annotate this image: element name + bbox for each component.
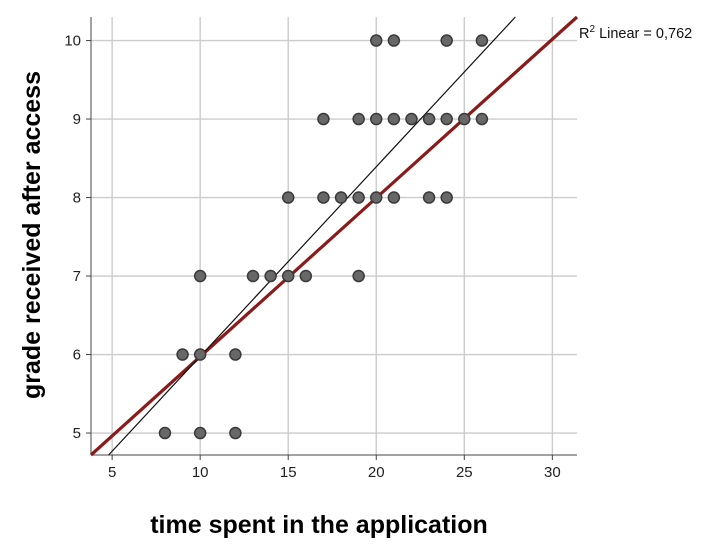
data-point bbox=[281, 191, 295, 204]
data-point bbox=[475, 34, 489, 47]
y-axis-title: grade received after access bbox=[18, 71, 46, 399]
data-point bbox=[193, 426, 207, 440]
x-tick-label-20: 20 bbox=[368, 464, 385, 481]
data-point bbox=[387, 112, 401, 126]
data-points bbox=[158, 34, 489, 440]
data-point bbox=[370, 34, 383, 47]
data-point bbox=[352, 191, 365, 204]
data-point bbox=[352, 269, 365, 283]
data-point bbox=[370, 191, 383, 204]
x-tick-label-15: 15 bbox=[280, 464, 297, 481]
r-squared-prefix: R bbox=[579, 26, 589, 42]
data-point bbox=[317, 112, 330, 126]
tick-labels: 5 10 15 20 25 30 5 6 7 8 9 10 bbox=[64, 33, 560, 481]
y-tick-label-6: 6 bbox=[73, 347, 81, 364]
reference-line bbox=[108, 16, 516, 456]
data-point bbox=[246, 269, 260, 283]
x-axis-title: time spent in the application bbox=[150, 511, 488, 539]
grid bbox=[91, 17, 577, 455]
y-tick-label-10: 10 bbox=[64, 33, 81, 50]
fit-lines bbox=[89, 15, 579, 457]
x-tick-label-25: 25 bbox=[456, 464, 473, 481]
data-point bbox=[193, 348, 207, 361]
x-tick-label-10: 10 bbox=[192, 464, 209, 481]
r-squared-superscript: 2 bbox=[589, 24, 595, 35]
y-tick-label-9: 9 bbox=[73, 111, 81, 128]
data-point bbox=[158, 426, 172, 440]
data-point bbox=[387, 191, 401, 204]
data-point bbox=[176, 348, 189, 361]
y-tick-label-8: 8 bbox=[73, 190, 81, 207]
data-point bbox=[440, 112, 453, 126]
data-point bbox=[387, 34, 401, 47]
data-point bbox=[422, 191, 436, 204]
data-point bbox=[299, 269, 313, 283]
data-point bbox=[352, 112, 365, 126]
data-point bbox=[317, 191, 330, 204]
data-point bbox=[229, 426, 242, 440]
data-point bbox=[422, 112, 436, 126]
r-squared-annotation: R2 Linear = 0,762 bbox=[579, 24, 692, 42]
data-point bbox=[281, 269, 295, 283]
data-point bbox=[458, 112, 471, 126]
axes bbox=[86, 17, 577, 460]
data-point bbox=[475, 112, 489, 126]
data-point bbox=[370, 112, 383, 126]
data-point bbox=[440, 191, 453, 204]
r-squared-suffix: Linear = 0,762 bbox=[595, 26, 692, 42]
y-tick-label-7: 7 bbox=[73, 268, 81, 285]
x-tick-label-30: 30 bbox=[544, 464, 561, 481]
y-tick-label-5: 5 bbox=[73, 425, 81, 442]
data-point bbox=[193, 269, 207, 283]
data-point bbox=[440, 34, 453, 47]
data-point bbox=[334, 191, 348, 204]
data-point bbox=[405, 112, 418, 126]
data-point bbox=[229, 348, 242, 361]
data-point bbox=[264, 269, 277, 283]
linear-fit-line bbox=[89, 15, 579, 457]
x-tick-label-5: 5 bbox=[108, 464, 116, 481]
